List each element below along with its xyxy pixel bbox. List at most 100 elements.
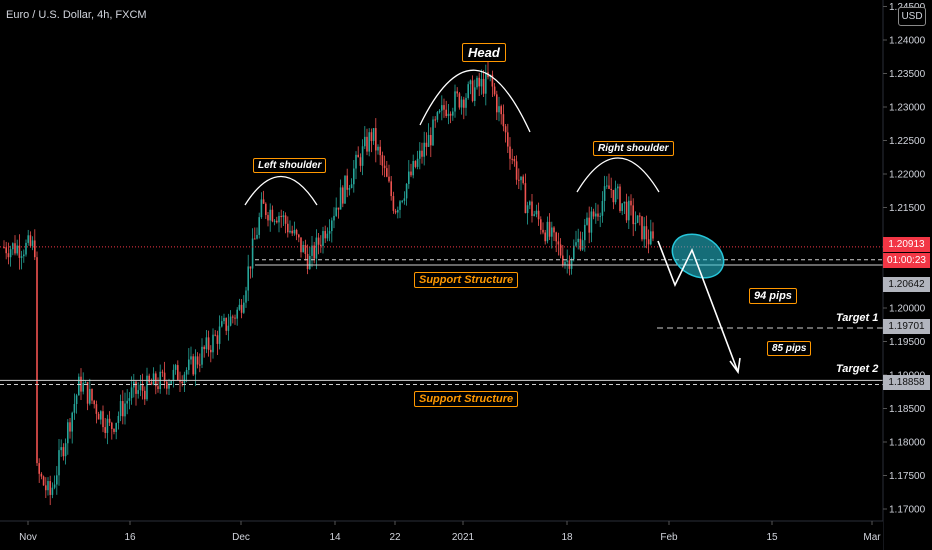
x-tick-label: 15 xyxy=(766,532,778,543)
candle xyxy=(469,79,472,95)
candle xyxy=(511,148,513,165)
candle xyxy=(168,378,170,395)
candle xyxy=(245,286,247,308)
candle xyxy=(447,103,450,125)
retest-ellipse xyxy=(671,233,725,279)
x-tick-label: 22 xyxy=(389,532,401,543)
candle xyxy=(9,245,12,267)
candle xyxy=(491,70,494,97)
y-tick-label: 1.23500 xyxy=(889,69,926,80)
candle xyxy=(346,168,348,198)
candle xyxy=(487,61,489,80)
candle xyxy=(575,230,577,247)
x-tick-label: Mar xyxy=(863,532,881,543)
candle xyxy=(243,295,245,314)
candle xyxy=(122,390,124,425)
candle xyxy=(432,116,434,146)
left-shoulder-label: Left shoulder xyxy=(253,158,327,173)
candle xyxy=(20,250,23,270)
candle xyxy=(267,211,269,227)
candle xyxy=(207,330,210,357)
candle xyxy=(485,64,487,106)
candle xyxy=(504,124,507,143)
candle xyxy=(507,123,509,154)
candle xyxy=(333,207,335,229)
candle xyxy=(414,160,417,169)
candle xyxy=(320,235,322,253)
candle xyxy=(185,367,188,383)
candle xyxy=(102,405,104,433)
candle xyxy=(93,399,95,409)
candle xyxy=(463,96,465,120)
candle xyxy=(650,219,652,246)
right-shoulder-arc xyxy=(576,157,660,193)
candle xyxy=(106,414,109,445)
candle xyxy=(599,212,601,228)
candle xyxy=(645,215,648,249)
x-tick-label: 14 xyxy=(329,532,341,543)
candle xyxy=(240,298,243,319)
candle xyxy=(133,373,135,398)
candle xyxy=(537,202,540,226)
candle xyxy=(588,206,590,244)
candle xyxy=(170,380,172,385)
currency-button[interactable]: USD xyxy=(898,7,926,26)
candle xyxy=(416,150,419,170)
candle xyxy=(612,189,615,210)
candle xyxy=(577,228,579,250)
candle xyxy=(309,246,311,271)
candle xyxy=(293,221,296,236)
candle xyxy=(359,153,362,172)
candle xyxy=(562,244,564,268)
candle xyxy=(260,192,263,219)
candle xyxy=(357,146,359,158)
candle xyxy=(113,428,115,435)
candle xyxy=(636,215,639,224)
candle xyxy=(579,231,582,252)
candle xyxy=(344,175,346,204)
candle xyxy=(12,242,14,256)
candle xyxy=(386,160,388,178)
candle xyxy=(368,128,370,157)
candle xyxy=(16,239,18,256)
head-label: Head xyxy=(462,43,506,62)
candle xyxy=(540,216,542,235)
candle xyxy=(652,222,654,242)
candle xyxy=(474,79,476,107)
candle xyxy=(375,118,377,163)
candle xyxy=(421,142,423,164)
candle xyxy=(328,219,331,242)
candle xyxy=(381,151,384,176)
candle xyxy=(82,372,84,395)
y-tick-label: 1.22500 xyxy=(889,136,926,147)
candle xyxy=(430,127,432,158)
candle xyxy=(227,313,230,341)
candle xyxy=(355,151,357,180)
candle xyxy=(148,373,150,385)
candle xyxy=(573,239,575,262)
candle xyxy=(326,227,329,242)
candle xyxy=(203,345,205,358)
left-shoulder-arc xyxy=(244,176,318,206)
candle xyxy=(394,208,397,215)
right-shoulder-label: Right shoulder xyxy=(593,141,674,156)
candle xyxy=(496,90,498,121)
candle xyxy=(75,393,78,414)
candle xyxy=(535,204,538,218)
candle xyxy=(174,363,177,375)
candle xyxy=(456,87,458,97)
candle xyxy=(295,228,298,241)
candle xyxy=(89,378,91,406)
candle xyxy=(47,477,49,496)
y-tick-label: 1.22000 xyxy=(889,170,926,181)
target1-price-tag: 1.19701 xyxy=(883,319,930,334)
y-tick-label: 1.23000 xyxy=(889,103,926,114)
candle xyxy=(566,249,568,274)
projection-path xyxy=(657,240,739,373)
candle xyxy=(377,144,379,155)
target-2-label: Target 2 xyxy=(836,363,879,375)
candle xyxy=(31,236,34,251)
candle xyxy=(95,400,98,424)
candle xyxy=(40,472,43,480)
